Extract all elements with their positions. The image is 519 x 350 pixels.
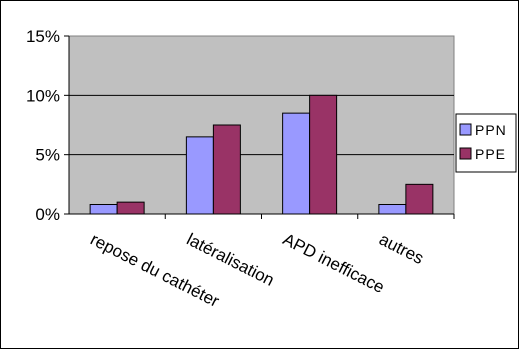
y-tick-label: 10% <box>26 86 60 105</box>
y-axis: 0% 5% 10% 15% <box>26 27 70 224</box>
bar-ppe-1 <box>212 124 241 215</box>
bar-ppn-2 <box>282 112 311 215</box>
legend-label-ppe: PPE <box>475 146 506 162</box>
bar-ppe-2 <box>309 94 338 215</box>
y-tick-label: 5% <box>35 146 60 165</box>
bar-ppe-0 <box>116 201 145 215</box>
y-tick-label: 0% <box>35 205 60 224</box>
x-category-label: autres <box>376 230 427 268</box>
legend-label-ppn: PPN <box>475 122 507 138</box>
legend: PPN PPE <box>455 113 517 173</box>
gridlines <box>69 94 454 156</box>
bar-ppn-1 <box>185 136 214 215</box>
plot-area <box>68 35 455 215</box>
x-category-label: APD inefficace <box>280 230 388 297</box>
bar-ppe-3 <box>405 183 434 215</box>
bar-ppn-3 <box>378 204 407 215</box>
y-tick-label: 15% <box>26 27 60 46</box>
bar-ppn-0 <box>89 204 118 215</box>
legend-swatch-ppn <box>459 123 472 136</box>
legend-swatch-ppe <box>459 147 472 160</box>
